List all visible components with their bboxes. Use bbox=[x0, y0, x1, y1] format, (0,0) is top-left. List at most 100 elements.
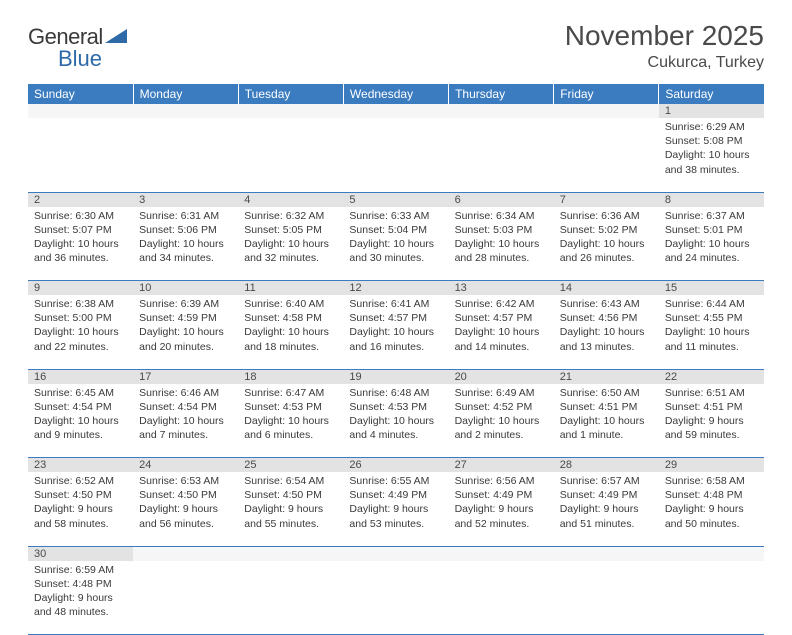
day-number-cell: 4 bbox=[238, 192, 343, 207]
day-cell bbox=[343, 561, 448, 635]
day-cell: Sunrise: 6:44 AMSunset: 4:55 PMDaylight:… bbox=[659, 295, 764, 369]
day-cell: Sunrise: 6:51 AMSunset: 4:51 PMDaylight:… bbox=[659, 384, 764, 458]
day-details: Sunrise: 6:54 AMSunset: 4:50 PMDaylight:… bbox=[238, 472, 343, 535]
day-number-cell bbox=[238, 104, 343, 118]
day-number-cell: 15 bbox=[659, 281, 764, 296]
day-details: Sunrise: 6:34 AMSunset: 5:03 PMDaylight:… bbox=[449, 207, 554, 270]
day-number-row: 1 bbox=[28, 104, 764, 118]
day-cell: Sunrise: 6:56 AMSunset: 4:49 PMDaylight:… bbox=[449, 472, 554, 546]
day-number-cell: 23 bbox=[28, 458, 133, 473]
day-details: Sunrise: 6:30 AMSunset: 5:07 PMDaylight:… bbox=[28, 207, 133, 270]
logo-triangle-icon bbox=[105, 27, 127, 48]
day-cell: Sunrise: 6:38 AMSunset: 5:00 PMDaylight:… bbox=[28, 295, 133, 369]
week-row: Sunrise: 6:45 AMSunset: 4:54 PMDaylight:… bbox=[28, 384, 764, 458]
day-number-cell bbox=[449, 546, 554, 561]
day-cell: Sunrise: 6:58 AMSunset: 4:48 PMDaylight:… bbox=[659, 472, 764, 546]
day-cell: Sunrise: 6:55 AMSunset: 4:49 PMDaylight:… bbox=[343, 472, 448, 546]
weekday-header-row: Sunday Monday Tuesday Wednesday Thursday… bbox=[28, 84, 764, 104]
day-number-cell: 7 bbox=[554, 192, 659, 207]
day-cell: Sunrise: 6:48 AMSunset: 4:53 PMDaylight:… bbox=[343, 384, 448, 458]
day-number-cell bbox=[133, 546, 238, 561]
day-number-row: 23242526272829 bbox=[28, 458, 764, 473]
day-number-cell: 6 bbox=[449, 192, 554, 207]
day-number-cell: 24 bbox=[133, 458, 238, 473]
day-details: Sunrise: 6:58 AMSunset: 4:48 PMDaylight:… bbox=[659, 472, 764, 535]
day-cell: Sunrise: 6:46 AMSunset: 4:54 PMDaylight:… bbox=[133, 384, 238, 458]
day-cell: Sunrise: 6:45 AMSunset: 4:54 PMDaylight:… bbox=[28, 384, 133, 458]
weekday-header: Saturday bbox=[659, 84, 764, 104]
day-details: Sunrise: 6:44 AMSunset: 4:55 PMDaylight:… bbox=[659, 295, 764, 358]
day-number-cell: 8 bbox=[659, 192, 764, 207]
day-cell: Sunrise: 6:42 AMSunset: 4:57 PMDaylight:… bbox=[449, 295, 554, 369]
day-details: Sunrise: 6:29 AMSunset: 5:08 PMDaylight:… bbox=[659, 118, 764, 181]
week-row: Sunrise: 6:30 AMSunset: 5:07 PMDaylight:… bbox=[28, 207, 764, 281]
day-number-cell bbox=[343, 546, 448, 561]
day-number-cell: 28 bbox=[554, 458, 659, 473]
month-title: November 2025 bbox=[565, 20, 764, 52]
day-number-cell: 14 bbox=[554, 281, 659, 296]
week-row: Sunrise: 6:59 AMSunset: 4:48 PMDaylight:… bbox=[28, 561, 764, 635]
day-number-cell: 29 bbox=[659, 458, 764, 473]
day-number-cell: 22 bbox=[659, 369, 764, 384]
weekday-header: Monday bbox=[133, 84, 238, 104]
day-number-cell bbox=[659, 546, 764, 561]
day-cell: Sunrise: 6:52 AMSunset: 4:50 PMDaylight:… bbox=[28, 472, 133, 546]
day-cell: Sunrise: 6:40 AMSunset: 4:58 PMDaylight:… bbox=[238, 295, 343, 369]
header: General November 2025 Cukurca, Turkey bbox=[28, 20, 764, 72]
day-cell: Sunrise: 6:32 AMSunset: 5:05 PMDaylight:… bbox=[238, 207, 343, 281]
day-cell: Sunrise: 6:49 AMSunset: 4:52 PMDaylight:… bbox=[449, 384, 554, 458]
day-details: Sunrise: 6:49 AMSunset: 4:52 PMDaylight:… bbox=[449, 384, 554, 447]
calendar-table: Sunday Monday Tuesday Wednesday Thursday… bbox=[28, 84, 764, 635]
day-details: Sunrise: 6:51 AMSunset: 4:51 PMDaylight:… bbox=[659, 384, 764, 447]
day-cell: Sunrise: 6:43 AMSunset: 4:56 PMDaylight:… bbox=[554, 295, 659, 369]
day-number-cell bbox=[554, 546, 659, 561]
day-cell: Sunrise: 6:29 AMSunset: 5:08 PMDaylight:… bbox=[659, 118, 764, 192]
day-number-cell: 12 bbox=[343, 281, 448, 296]
day-cell bbox=[659, 561, 764, 635]
day-number-row: 2345678 bbox=[28, 192, 764, 207]
day-cell: Sunrise: 6:37 AMSunset: 5:01 PMDaylight:… bbox=[659, 207, 764, 281]
day-number-cell: 30 bbox=[28, 546, 133, 561]
day-number-cell: 16 bbox=[28, 369, 133, 384]
day-details: Sunrise: 6:42 AMSunset: 4:57 PMDaylight:… bbox=[449, 295, 554, 358]
day-details: Sunrise: 6:40 AMSunset: 4:58 PMDaylight:… bbox=[238, 295, 343, 358]
day-cell bbox=[554, 118, 659, 192]
day-number-cell: 9 bbox=[28, 281, 133, 296]
day-number-cell bbox=[554, 104, 659, 118]
day-details: Sunrise: 6:50 AMSunset: 4:51 PMDaylight:… bbox=[554, 384, 659, 447]
day-number-cell bbox=[133, 104, 238, 118]
day-number-cell: 17 bbox=[133, 369, 238, 384]
day-details: Sunrise: 6:39 AMSunset: 4:59 PMDaylight:… bbox=[133, 295, 238, 358]
day-cell bbox=[554, 561, 659, 635]
day-number-cell: 20 bbox=[449, 369, 554, 384]
day-number-cell bbox=[28, 104, 133, 118]
week-row: Sunrise: 6:38 AMSunset: 5:00 PMDaylight:… bbox=[28, 295, 764, 369]
day-cell: Sunrise: 6:59 AMSunset: 4:48 PMDaylight:… bbox=[28, 561, 133, 635]
day-cell: Sunrise: 6:54 AMSunset: 4:50 PMDaylight:… bbox=[238, 472, 343, 546]
day-details: Sunrise: 6:43 AMSunset: 4:56 PMDaylight:… bbox=[554, 295, 659, 358]
day-number-cell: 18 bbox=[238, 369, 343, 384]
day-cell: Sunrise: 6:57 AMSunset: 4:49 PMDaylight:… bbox=[554, 472, 659, 546]
weekday-header: Sunday bbox=[28, 84, 133, 104]
day-cell: Sunrise: 6:41 AMSunset: 4:57 PMDaylight:… bbox=[343, 295, 448, 369]
day-cell bbox=[238, 118, 343, 192]
day-number-cell bbox=[343, 104, 448, 118]
day-number-cell: 10 bbox=[133, 281, 238, 296]
day-number-cell: 11 bbox=[238, 281, 343, 296]
day-details: Sunrise: 6:33 AMSunset: 5:04 PMDaylight:… bbox=[343, 207, 448, 270]
day-details: Sunrise: 6:59 AMSunset: 4:48 PMDaylight:… bbox=[28, 561, 133, 624]
day-details: Sunrise: 6:31 AMSunset: 5:06 PMDaylight:… bbox=[133, 207, 238, 270]
day-number-cell: 27 bbox=[449, 458, 554, 473]
day-number-row: 16171819202122 bbox=[28, 369, 764, 384]
day-details: Sunrise: 6:45 AMSunset: 4:54 PMDaylight:… bbox=[28, 384, 133, 447]
day-details: Sunrise: 6:37 AMSunset: 5:01 PMDaylight:… bbox=[659, 207, 764, 270]
weekday-header: Tuesday bbox=[238, 84, 343, 104]
day-number-cell: 13 bbox=[449, 281, 554, 296]
day-number-cell: 1 bbox=[659, 104, 764, 118]
day-details: Sunrise: 6:57 AMSunset: 4:49 PMDaylight:… bbox=[554, 472, 659, 535]
day-details: Sunrise: 6:53 AMSunset: 4:50 PMDaylight:… bbox=[133, 472, 238, 535]
day-cell bbox=[133, 561, 238, 635]
week-row: Sunrise: 6:29 AMSunset: 5:08 PMDaylight:… bbox=[28, 118, 764, 192]
day-cell: Sunrise: 6:47 AMSunset: 4:53 PMDaylight:… bbox=[238, 384, 343, 458]
day-details: Sunrise: 6:41 AMSunset: 4:57 PMDaylight:… bbox=[343, 295, 448, 358]
